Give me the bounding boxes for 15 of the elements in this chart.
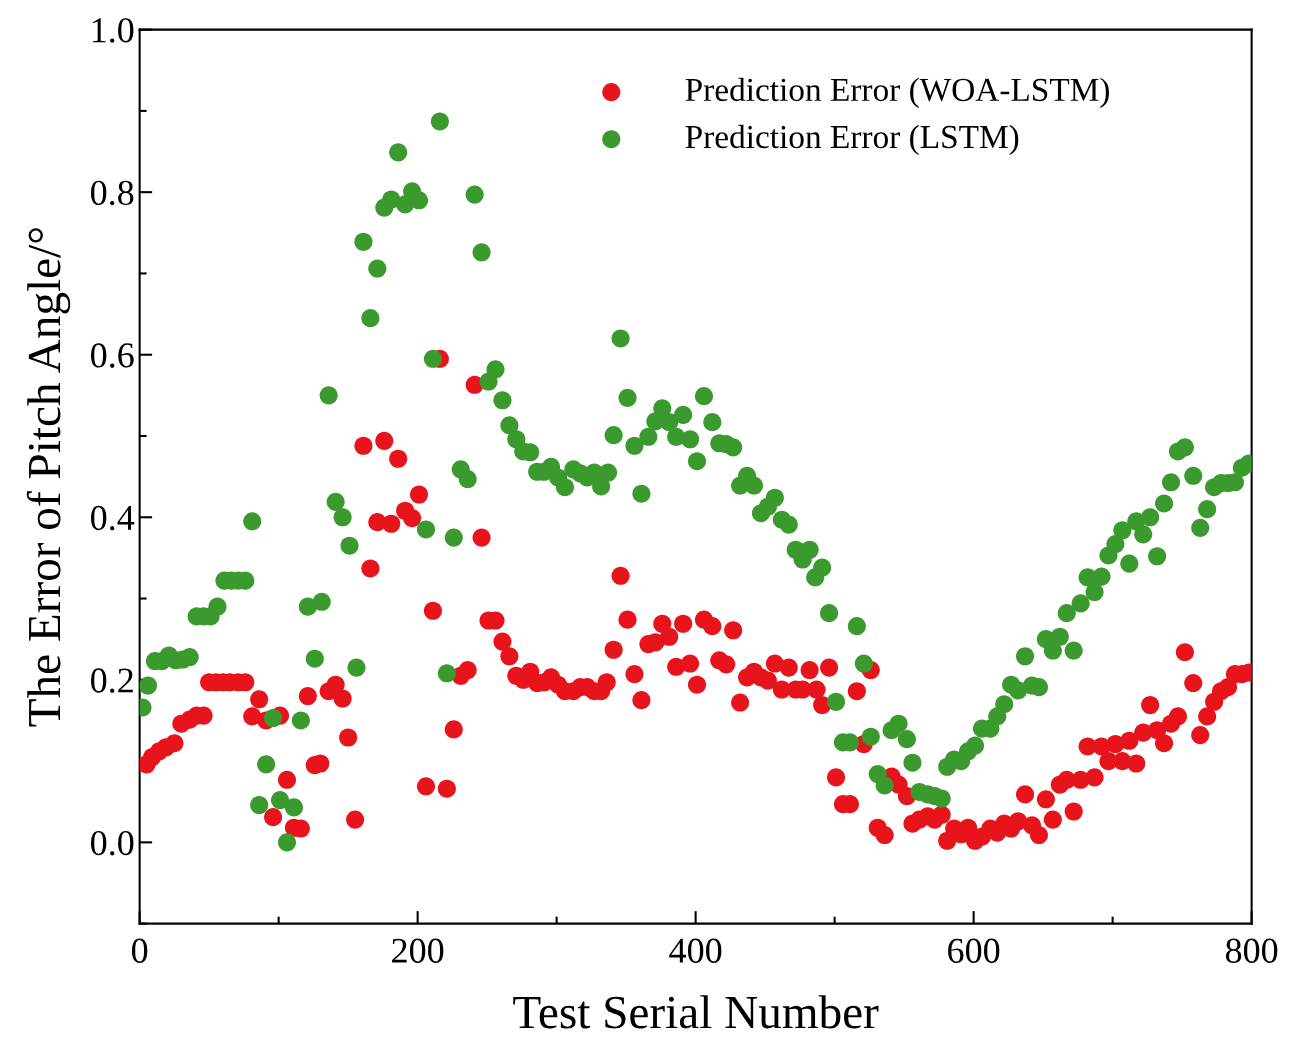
x-tick-label: 400 — [669, 938, 722, 963]
y-tick-label: 0.6 — [91, 343, 134, 368]
legend-label: Prediction Error (LSTM) — [685, 124, 1019, 156]
y-tick-label: 0.2 — [91, 668, 133, 693]
y-tick-label: 1.0 — [92, 18, 134, 43]
legend-label: Prediction Error (WOA-LSTM) — [685, 77, 1109, 108]
x-tick-label: 200 — [392, 938, 444, 963]
x-tick-label: 0 — [131, 938, 148, 963]
x-axis-title: Test Serial Number — [513, 995, 879, 1029]
y-axis-title: The Error of Pitch Angle/° — [26, 228, 71, 727]
y-tick-label: 0.8 — [91, 180, 134, 206]
y-tick-label: 0.4 — [91, 505, 135, 531]
x-tick-label: 800 — [1225, 938, 1278, 963]
x-tick-label: 600 — [948, 938, 1000, 963]
y-tick-label: 0.0 — [91, 830, 134, 856]
